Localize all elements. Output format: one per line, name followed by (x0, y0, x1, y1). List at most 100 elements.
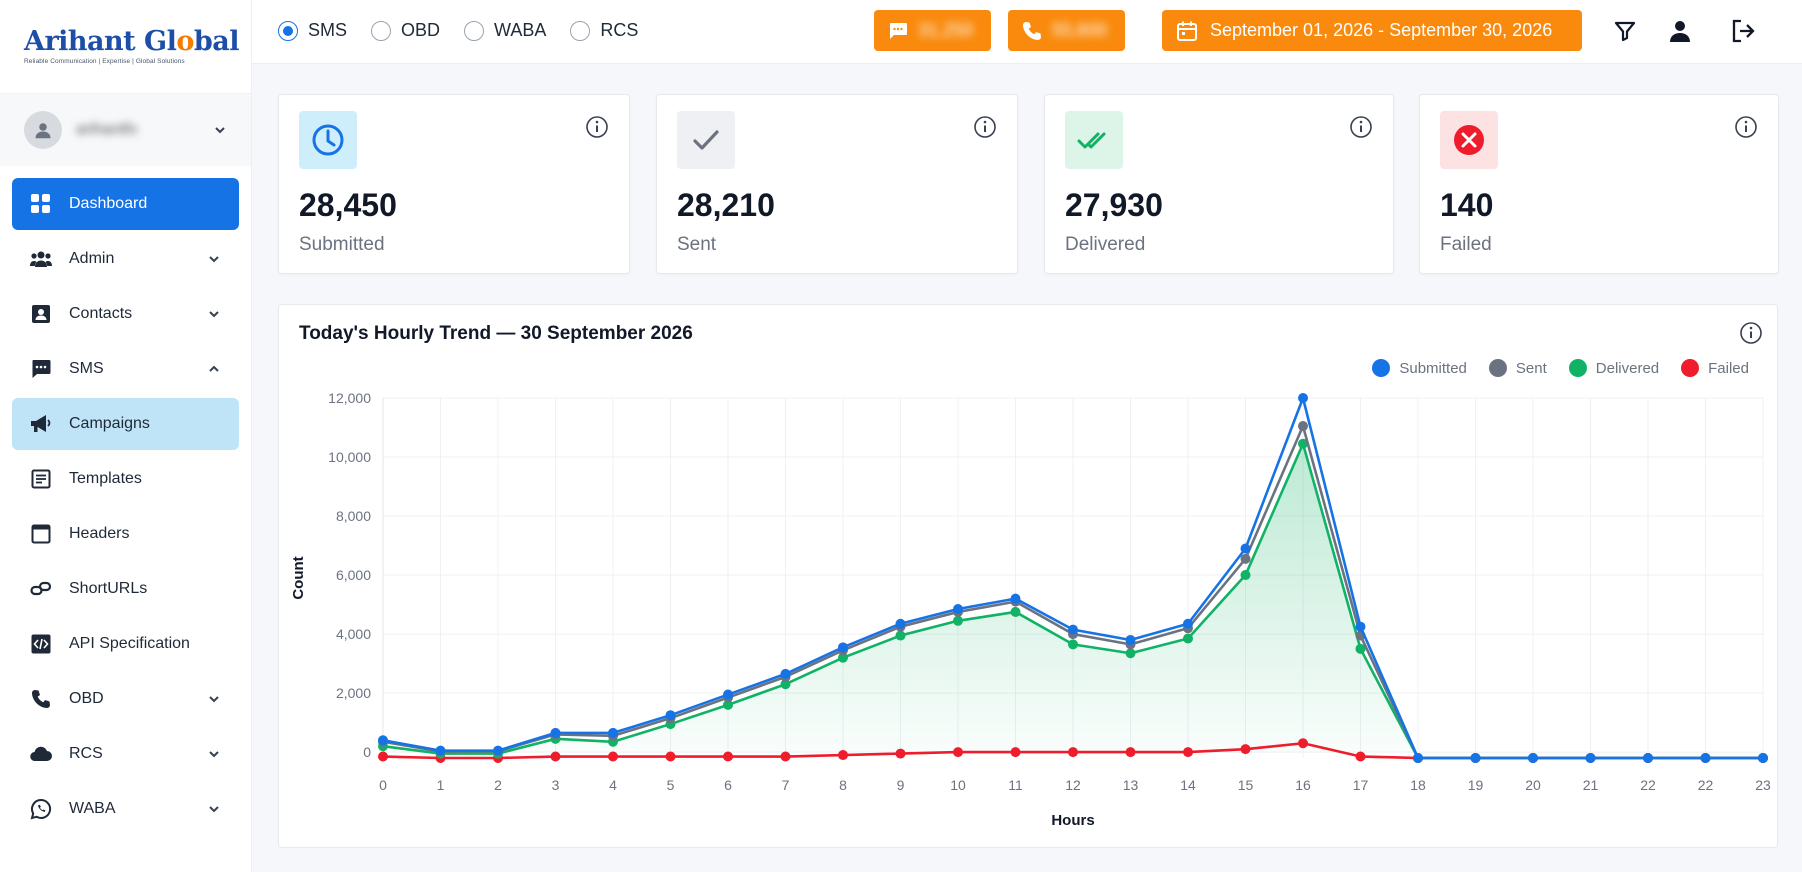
double-check-icon (1065, 111, 1123, 169)
x-tick-label: 10 (950, 777, 966, 793)
data-point-submitted (953, 603, 963, 614)
data-point-submitted (608, 727, 618, 738)
stat-label: Sent (677, 234, 717, 255)
sms-balance-value: 31,250 (918, 20, 974, 40)
sms-balance-button[interactable]: 31,250 (874, 10, 991, 51)
data-point-failed (550, 751, 561, 762)
data-point-failed (723, 751, 733, 762)
legend-label: Sent (1515, 359, 1547, 377)
legend-item-delivered[interactable]: Delivered (1568, 359, 1659, 377)
sidebar-item-templates[interactable]: Templates (12, 453, 239, 505)
data-point-submitted (838, 642, 848, 653)
legend-swatch (1488, 359, 1507, 377)
info-icon[interactable] (585, 115, 609, 139)
legend-label: Failed (1708, 359, 1749, 377)
y-tick-label: 0 (363, 744, 371, 760)
legend-label: Submitted (1399, 359, 1467, 377)
info-icon[interactable] (973, 115, 997, 139)
data-point-submitted (1298, 393, 1308, 403)
stat-value: 28,210 (677, 187, 775, 223)
sidebar-item-shorturls[interactable]: ShortURLs (12, 563, 239, 615)
chevron-down-icon (209, 311, 219, 318)
radio-indicator[interactable] (464, 20, 485, 41)
data-point-delivered (953, 615, 963, 626)
y-tick-label: 6,000 (336, 567, 371, 583)
stat-value: 27,930 (1065, 187, 1163, 223)
data-point-delivered (1125, 648, 1136, 659)
radio-label: RCS (600, 20, 639, 40)
obd-balance-button[interactable]: 55,600 (1008, 10, 1125, 51)
data-point-submitted (1470, 753, 1481, 763)
data-point-failed (1125, 747, 1136, 758)
filter-icon[interactable] (1610, 16, 1640, 46)
radio-label: SMS (308, 20, 348, 40)
data-point-delivered (1183, 633, 1193, 644)
radio-indicator[interactable] (278, 20, 298, 41)
error-icon (1440, 111, 1498, 169)
data-point-submitted (1240, 543, 1251, 554)
user-menu[interactable]: arihantfx (0, 94, 251, 166)
stat-card-failed: 140 Failed (1419, 94, 1779, 274)
data-point-submitted (550, 727, 561, 738)
x-tick-label: 19 (1468, 777, 1484, 793)
date-range-picker[interactable]: September 01, 2026 - September 30, 2026 (1162, 10, 1582, 51)
x-tick-label: 12 (1065, 777, 1081, 793)
avatar (24, 111, 62, 149)
data-point-submitted (435, 745, 446, 756)
document-icon (30, 468, 52, 490)
info-icon[interactable] (1739, 321, 1763, 345)
data-point-submitted (1068, 624, 1078, 635)
radio-indicator[interactable] (570, 20, 591, 41)
link-icon (30, 578, 52, 600)
x-tick-label: 13 (1123, 777, 1139, 793)
hourly-trend-panel: Today's Hourly Trend — 30 September 2026… (278, 304, 1778, 848)
channel-radio-sms[interactable]: SMS (278, 20, 347, 41)
info-icon[interactable] (1349, 115, 1373, 139)
code-icon (30, 633, 52, 655)
logout-icon[interactable] (1728, 16, 1758, 46)
brand-logo[interactable]: Arihant Global Reliable Communication | … (0, 0, 251, 94)
y-axis-title: Count (290, 556, 307, 599)
chevron-down-icon (209, 806, 219, 813)
data-point-sent (1240, 553, 1251, 564)
info-icon[interactable] (1734, 115, 1758, 139)
chart-legend: Submitted Sent Delivered Failed (1372, 359, 1749, 377)
data-point-submitted (1528, 753, 1538, 763)
sidebar-item-label: WABA (69, 800, 116, 817)
data-point-failed (838, 750, 848, 761)
sidebar-item-campaigns[interactable]: Campaigns (12, 398, 239, 450)
sidebar-item-waba[interactable]: WABA (12, 783, 239, 835)
sidebar-item-contacts[interactable]: Contacts (12, 288, 239, 340)
chevron-down-icon (209, 751, 219, 758)
x-tick-label: 21 (1583, 777, 1599, 793)
legend-item-submitted[interactable]: Submitted (1372, 359, 1467, 377)
sidebar-item-obd[interactable]: OBD (12, 673, 239, 725)
sidebar-item-rcs[interactable]: RCS (12, 728, 239, 780)
sidebar-item-label: ShortURLs (69, 580, 148, 597)
top-bar: SMS OBD WABA RCS 31,250 55,600 September… (252, 0, 1802, 64)
obd-balance-value: 55,600 (1052, 20, 1108, 40)
channel-radio-obd[interactable]: OBD (371, 20, 440, 41)
data-point-submitted (378, 735, 388, 746)
radio-indicator[interactable] (371, 20, 392, 41)
data-point-failed (780, 751, 791, 762)
data-point-submitted (1585, 753, 1596, 763)
x-tick-label: 22 (1640, 777, 1656, 793)
profile-icon[interactable] (1665, 16, 1695, 46)
sidebar-item-admin[interactable]: Admin (12, 233, 239, 285)
legend-swatch (1681, 359, 1700, 377)
sidebar-item-api-specification[interactable]: API Specification (12, 618, 239, 670)
legend-item-failed[interactable]: Failed (1681, 359, 1749, 377)
sidebar-item-dashboard[interactable]: Dashboard (12, 178, 239, 230)
legend-item-sent[interactable]: Sent (1488, 359, 1547, 377)
data-point-delivered (895, 630, 906, 641)
channel-radio-rcs[interactable]: RCS (570, 20, 638, 41)
data-point-submitted (1355, 621, 1366, 632)
phone-icon (1023, 21, 1041, 40)
sidebar-item-headers[interactable]: Headers (12, 508, 239, 560)
sidebar-item-label: Templates (69, 470, 142, 487)
x-tick-label: 5 (667, 777, 675, 793)
sidebar-item-sms[interactable]: SMS (12, 343, 239, 395)
channel-radio-waba[interactable]: WABA (464, 20, 546, 41)
data-point-submitted (1643, 753, 1653, 763)
